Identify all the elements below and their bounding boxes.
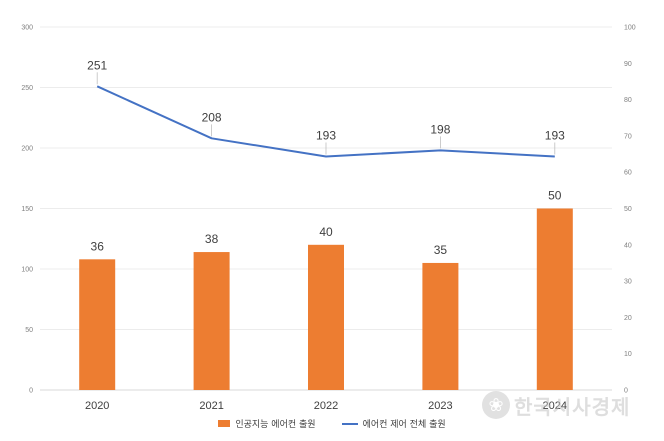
bar (536, 208, 573, 390)
bar-data-label: 38 (205, 232, 219, 246)
right-tick-label: 60 (624, 170, 632, 177)
bar (308, 244, 344, 390)
category-label: 2023 (428, 400, 452, 412)
category-label: 2021 (199, 400, 223, 412)
category-label: 2024 (543, 400, 567, 412)
right-tick-label: 40 (624, 242, 632, 249)
right-axis: 0 10 20 30 40 50 60 70 80 90 100 (624, 25, 636, 395)
watermark: ❀ 한국시사경제 (482, 388, 654, 422)
line-series: 251 208 193 198 193 (87, 58, 565, 158)
bar-data-label: 36 (91, 239, 105, 253)
line-data-label: 208 (202, 110, 222, 124)
legend-label-bar: 인공지능 에어컨 출원 (235, 420, 316, 430)
right-tick-label: 90 (624, 61, 632, 68)
line-data-label: 193 (545, 128, 565, 142)
legend-item-line[interactable]: 에어컨 제어 전체 출원 (341, 417, 446, 430)
left-axis: 0 50 100 150 200 250 300 (21, 25, 33, 395)
line-data-label: 193 (316, 128, 336, 142)
legend-swatch-bar (218, 420, 231, 427)
line-data-label: 251 (87, 58, 107, 72)
right-tick-label: 100 (624, 25, 636, 32)
right-tick-label: 20 (624, 315, 632, 322)
bar-data-label: 40 (319, 225, 333, 239)
right-tick-label: 70 (624, 133, 632, 140)
left-tick-label: 0 (29, 388, 33, 395)
bar-data-label: 50 (548, 189, 562, 203)
bar-series: 36 38 40 35 50 (79, 189, 573, 390)
bar-data-label: 35 (434, 243, 448, 257)
left-tick-label: 150 (21, 206, 33, 213)
right-tick-label: 80 (624, 97, 632, 104)
series-line (96, 85, 555, 158)
watermark-text: 한국시사경제 (514, 394, 631, 419)
legend: 인공지능 에어컨 출원 에어컨 제어 전체 출원 (0, 417, 664, 430)
right-tick-label: 10 (624, 351, 632, 358)
left-tick-label: 300 (21, 25, 33, 32)
left-tick-label: 200 (21, 146, 33, 153)
bar (79, 259, 116, 390)
line-data-label: 198 (430, 122, 450, 136)
category-label: 2020 (85, 400, 109, 412)
right-tick-label: 0 (624, 388, 628, 395)
watermark-logo-icon: ❀ (482, 391, 510, 419)
left-tick-label: 100 (21, 267, 33, 274)
bar (422, 262, 459, 390)
left-tick-label: 50 (25, 327, 33, 334)
legend-item-bar[interactable]: 인공지능 에어컨 출원 (218, 417, 316, 430)
right-tick-label: 30 (624, 279, 632, 286)
bar (193, 252, 230, 390)
category-label: 2022 (314, 400, 338, 412)
category-axis: 2020 2021 2022 2023 2024 (85, 400, 567, 412)
left-tick-label: 250 (21, 85, 33, 92)
legend-label-line: 에어컨 제어 전체 출원 (362, 420, 446, 430)
legend-swatch-line (341, 422, 358, 425)
right-tick-label: 50 (624, 206, 632, 213)
